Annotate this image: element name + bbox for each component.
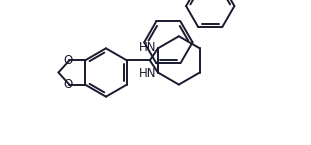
Text: O: O bbox=[63, 54, 73, 67]
Text: HN: HN bbox=[138, 67, 156, 80]
Text: HN: HN bbox=[138, 41, 156, 54]
Text: O: O bbox=[63, 78, 73, 91]
